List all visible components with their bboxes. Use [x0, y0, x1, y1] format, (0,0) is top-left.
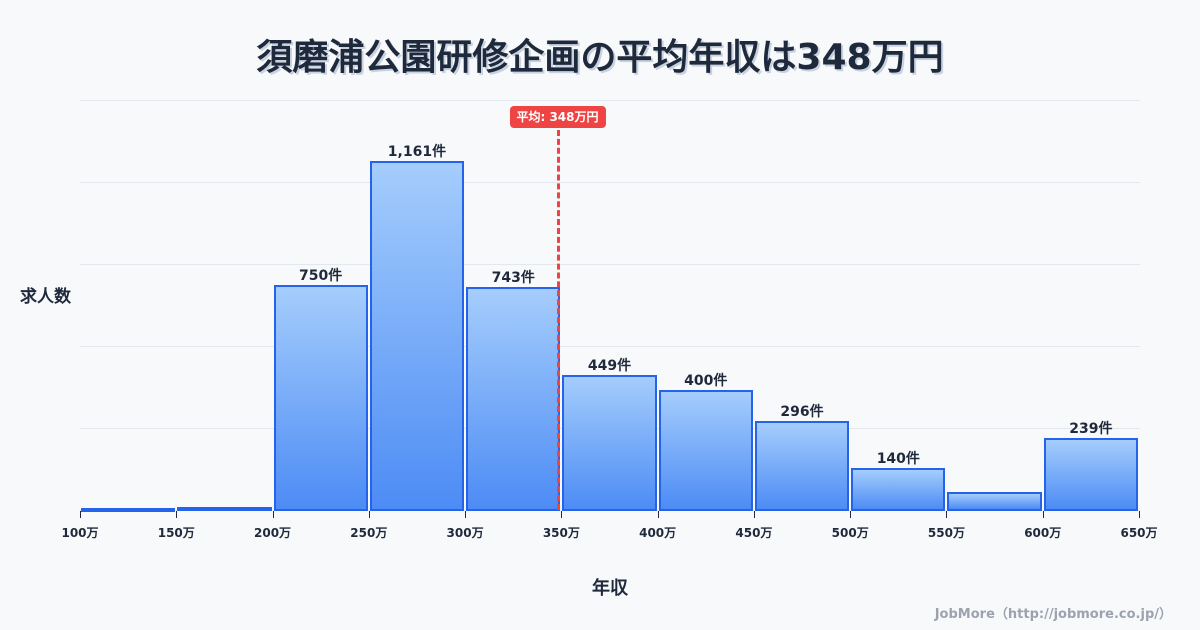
x-tick-label: 600万 — [1024, 526, 1062, 540]
bar-value-label: 400件 — [684, 373, 728, 389]
bar-value-label: 140件 — [876, 451, 920, 467]
x-tick-label: 650万 — [1120, 526, 1158, 540]
bar-value-label: 1,161件 — [387, 144, 447, 160]
mean-badge: 平均: 348万円 — [509, 106, 606, 128]
bar-value-label: 296件 — [780, 404, 824, 420]
x-tick-label: 200万 — [254, 526, 292, 540]
chart-title: 須磨浦公園研修企画の平均年収は348万円 — [256, 37, 944, 78]
x-tick — [1043, 511, 1044, 518]
histogram-bar — [851, 468, 946, 511]
x-tick-label: 450万 — [735, 526, 773, 540]
gridline — [80, 100, 1140, 101]
x-tick — [561, 511, 562, 518]
bar-value-label: 743件 — [491, 270, 535, 286]
bar-value-label: 449件 — [587, 358, 632, 374]
x-tick — [465, 511, 466, 518]
histogram-bar — [658, 390, 753, 511]
x-tick — [369, 511, 370, 518]
y-axis-label: 求人数 — [20, 287, 71, 307]
gridline — [80, 182, 1140, 183]
x-tick-label: 550万 — [927, 526, 965, 540]
x-tick-label: 250万 — [350, 526, 388, 540]
x-tick-label: 150万 — [157, 526, 195, 540]
histogram-bar — [754, 421, 850, 511]
x-tick — [80, 511, 81, 518]
gridline — [80, 346, 1140, 347]
gridline — [80, 264, 1140, 265]
x-tick-label: 500万 — [831, 526, 869, 540]
x-tick-label: 100万 — [61, 526, 99, 540]
x-tick-label: 400万 — [639, 526, 677, 540]
histogram-bar — [177, 507, 272, 511]
x-tick — [273, 511, 274, 518]
bar-value-label: 239件 — [1069, 421, 1113, 437]
histogram-bar — [562, 375, 657, 511]
x-tick — [754, 511, 755, 518]
x-tick — [946, 511, 947, 518]
x-tick — [176, 511, 177, 518]
source-credit: JobMore（http://jobmore.co.jp/） — [934, 607, 1172, 622]
mean-line — [556, 130, 560, 510]
histogram-bar — [947, 492, 1042, 511]
histogram-bar — [81, 508, 176, 512]
x-tick-label: 300万 — [446, 526, 484, 540]
x-axis-label: 年収 — [592, 578, 628, 599]
histogram-bar — [1043, 438, 1138, 511]
x-tick — [1139, 511, 1140, 518]
x-tick — [658, 511, 659, 518]
x-tick — [850, 511, 851, 518]
histogram-bar — [369, 161, 465, 511]
histogram-bar — [466, 287, 561, 511]
bar-value-label: 750件 — [299, 268, 343, 284]
histogram-bar — [273, 285, 368, 511]
x-tick-label: 350万 — [542, 526, 580, 540]
